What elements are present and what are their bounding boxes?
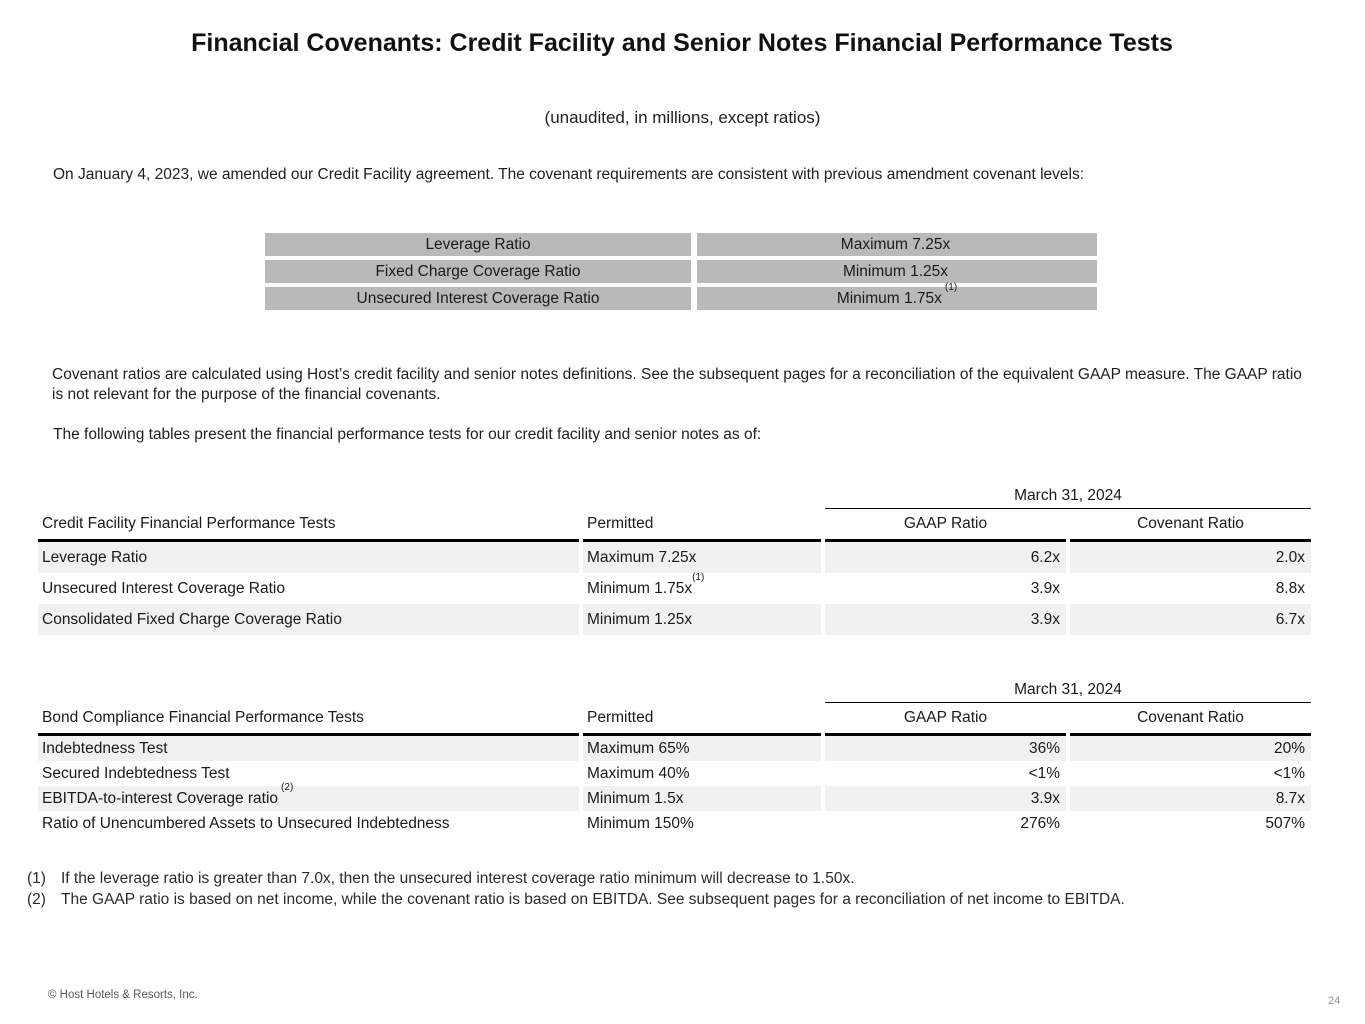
table-row: Secured Indebtedness Test Maximum 40% <1… [38, 761, 1311, 786]
cell-permitted: Minimum 1.75x(1) [583, 573, 821, 604]
test-name-text: Leverage Ratio [42, 548, 148, 566]
page-title: Financial Covenants: Credit Facility and… [191, 29, 1173, 57]
cell-test-name: Leverage Ratio [38, 542, 579, 573]
table-row: Consolidated Fixed Charge Coverage Ratio… [38, 604, 1311, 635]
cell-gaap-ratio: 36% [825, 736, 1066, 761]
column-header-row: Credit Facility Financial Performance Te… [38, 509, 1311, 542]
cell-permitted: Maximum 65% [583, 736, 821, 761]
covenant-label: Unsecured Interest Coverage Ratio [265, 287, 691, 310]
table-row: EBITDA-to-interest Coverage ratio(2) Min… [38, 783, 1311, 811]
page-number: 24 [1328, 995, 1341, 1007]
covenant-value-text: Maximum 7.25x [840, 235, 951, 253]
permitted-text: Minimum 1.5x [587, 789, 684, 807]
cell-permitted: Minimum 1.5x [583, 786, 821, 811]
covenant-value: Maximum 7.25x [697, 233, 1097, 256]
col-header-permitted: Permitted [583, 703, 821, 736]
covenant-label: Leverage Ratio [265, 233, 691, 256]
cell-covenant-ratio: 6.7x [1070, 604, 1311, 635]
footnote-text: If the leverage ratio is greater than 7.… [61, 870, 855, 887]
covenant-label: Fixed Charge Coverage Ratio [265, 260, 691, 283]
col-header-covenant-ratio: Covenant Ratio [1070, 703, 1311, 736]
covenant-value-text: Minimum 1.25x [842, 262, 949, 280]
cell-permitted: Maximum 7.25x [583, 542, 821, 573]
date-header: March 31, 2024 [825, 677, 1311, 703]
date-header: March 31, 2024 [825, 483, 1311, 509]
footnote-marker: (1) [944, 282, 958, 294]
credit-facility-table: March 31, 2024 Credit Facility Financial… [34, 483, 1315, 635]
cell-covenant-ratio: 2.0x [1070, 542, 1311, 573]
covenant-value: Minimum 1.25x [697, 260, 1097, 283]
intro-paragraph: On January 4, 2023, we amended our Credi… [53, 166, 1085, 183]
covenant-value: Minimum 1.75x(1) [697, 283, 1097, 310]
col-header-gaap-ratio: GAAP Ratio [825, 509, 1066, 542]
test-name-text: Unsecured Interest Coverage Ratio [42, 579, 285, 597]
footnote-1: (1) If the leverage ratio is greater tha… [27, 869, 1327, 890]
cell-test-name: Unsecured Interest Coverage Ratio [38, 573, 579, 604]
footnote-2: (2) The GAAP ratio is based on net incom… [27, 890, 1327, 911]
table-title: Credit Facility Financial Performance Te… [38, 509, 579, 542]
table-row: Fixed Charge Coverage Ratio Minimum 1.25… [265, 260, 1097, 283]
cell-permitted: Minimum 1.25x [583, 604, 821, 635]
permitted-text: Minimum 150% [587, 814, 694, 832]
permitted-text: Maximum 40% [587, 764, 690, 782]
footnote-text: The GAAP ratio is based on net income, w… [61, 890, 1125, 908]
test-name-text: Indebtedness Test [42, 739, 168, 757]
tables-intro-paragraph: The following tables present the financi… [53, 426, 762, 443]
cell-gaap-ratio: <1% [1028, 764, 1060, 782]
permitted-text: Maximum 7.25x [587, 548, 697, 566]
permitted-text: Minimum 1.25x [587, 610, 693, 628]
copyright-notice: © Host Hotels & Resorts, Inc. [48, 989, 198, 1001]
cell-covenant-ratio: 8.8x [1275, 579, 1305, 597]
footnote-marker: (1) [692, 572, 705, 584]
footnote-marker: (2) [281, 782, 294, 794]
table-title: Bond Compliance Financial Performance Te… [38, 703, 579, 736]
cell-gaap-ratio: 6.2x [825, 542, 1066, 573]
date-header-row: March 31, 2024 [38, 677, 1311, 703]
test-name-text: Consolidated Fixed Charge Coverage Ratio [42, 610, 342, 628]
cell-test-name: Secured Indebtedness Test [38, 761, 579, 786]
cell-gaap-ratio: 3.9x [825, 604, 1066, 635]
bond-compliance-table: March 31, 2024 Bond Compliance Financial… [34, 677, 1315, 836]
cell-test-name: Consolidated Fixed Charge Coverage Ratio [38, 604, 579, 635]
amendment-covenant-table: Leverage Ratio Maximum 7.25x Fixed Charg… [259, 229, 1103, 314]
cell-covenant-ratio: 20% [1070, 736, 1311, 761]
col-header-gaap-ratio: GAAP Ratio [825, 703, 1066, 736]
column-header-row: Bond Compliance Financial Performance Te… [38, 703, 1311, 736]
cell-covenant-ratio: <1% [1273, 764, 1305, 782]
table-row: Ratio of Unencumbered Assets to Unsecure… [38, 811, 1311, 836]
col-header-covenant-ratio: Covenant Ratio [1070, 509, 1311, 542]
footnote-number: (2) [27, 890, 46, 908]
cell-covenant-ratio: 507% [1265, 814, 1305, 832]
table-row: Indebtedness Test Maximum 65% 36% 20% [38, 736, 1311, 761]
spacer-cell [38, 483, 821, 509]
cell-test-name: Ratio of Unencumbered Assets to Unsecure… [38, 811, 579, 836]
permitted-text: Minimum 1.75x [587, 579, 693, 597]
spacer-cell [38, 677, 821, 703]
cell-test-name: Indebtedness Test [38, 736, 579, 761]
col-header-permitted: Permitted [583, 509, 821, 542]
test-name-text: Secured Indebtedness Test [42, 764, 230, 782]
cell-gaap-ratio: 3.9x [1030, 579, 1060, 597]
permitted-text: Maximum 65% [587, 739, 690, 757]
page-subtitle: (unaudited, in millions, except ratios) [544, 108, 821, 127]
table-row: Leverage Ratio Maximum 7.25x [265, 233, 1097, 256]
footnote-number: (1) [27, 870, 46, 887]
test-name-text: Ratio of Unencumbered Assets to Unsecure… [42, 814, 450, 832]
cell-covenant-ratio: 8.7x [1070, 786, 1311, 811]
covenant-value-text: Minimum 1.75x [836, 289, 942, 307]
cell-test-name: EBITDA-to-interest Coverage ratio(2) [38, 783, 579, 811]
cell-permitted: Minimum 150% [583, 811, 821, 836]
table-row: Leverage Ratio Maximum 7.25x 6.2x 2.0x [38, 542, 1311, 573]
cell-permitted: Maximum 40% [583, 761, 821, 786]
cell-gaap-ratio: 3.9x [825, 786, 1066, 811]
footnotes: (1) If the leverage ratio is greater tha… [27, 869, 1327, 910]
test-name-text: EBITDA-to-interest Coverage ratio [42, 789, 279, 807]
date-header-row: March 31, 2024 [38, 483, 1311, 509]
table-row: Unsecured Interest Coverage Ratio Minimu… [265, 283, 1097, 310]
covenant-note-paragraph: Covenant ratios are calculated using Hos… [52, 366, 1302, 403]
cell-gaap-ratio: 276% [1020, 814, 1060, 832]
table-row: Unsecured Interest Coverage Ratio Minimu… [38, 573, 1311, 604]
